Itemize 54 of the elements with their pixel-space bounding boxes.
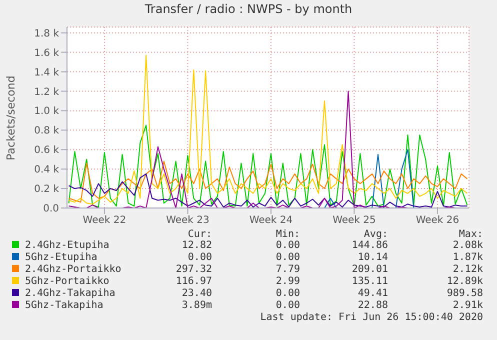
- text: Max:: [458, 229, 483, 240]
- text: 0.00: [276, 300, 300, 311]
- text: 297.32: [176, 264, 212, 275]
- y-tick-label: 1.2 k: [34, 86, 60, 98]
- text: 7.79: [276, 264, 300, 275]
- text: 209.01: [352, 264, 388, 275]
- text: 12.89k: [446, 276, 483, 287]
- line-series: [68, 160, 468, 203]
- text: 49.41: [358, 288, 388, 299]
- y-tick-label: 1.6 k: [34, 48, 60, 59]
- text: 135.11: [352, 276, 388, 287]
- legend-label: 5Ghz-Etupiha: [24, 252, 98, 263]
- text: 22.88: [358, 300, 388, 311]
- y-tick-label: 0.8 k: [34, 126, 60, 137]
- text: Min:: [276, 229, 300, 240]
- text: 0.00: [276, 252, 300, 263]
- text: 0.00: [186, 252, 212, 263]
- text: 2.08k: [452, 240, 483, 251]
- y-tick-label: 0.2 k: [34, 184, 60, 196]
- text: 144.86: [352, 240, 388, 251]
- x-tick-label: Week 23: [166, 215, 210, 226]
- text: Cur:: [186, 229, 212, 240]
- y-axis-title: Packets/second: [4, 76, 18, 160]
- text: Last update: Fri Jun 26 15:00:40 2020: [259, 312, 483, 323]
- y-tick-label: 0.4 k: [34, 164, 60, 176]
- legend-label: 5Ghz-Takapiha: [24, 300, 104, 311]
- chart-title: Transfer / radio : NWPS - by month: [144, 2, 354, 16]
- text: 23.40: [182, 288, 212, 299]
- text: Avg:: [364, 229, 388, 240]
- text: 0.00: [276, 240, 300, 251]
- line-series: [68, 54, 468, 205]
- text: 10.14: [358, 252, 388, 263]
- text: 116.97: [174, 276, 212, 287]
- text: 2.99: [276, 276, 300, 287]
- y-tick-label: 0.0: [43, 204, 59, 215]
- y-tick-label: 1.0 k: [34, 106, 60, 118]
- x-tick-label: Week 24: [249, 215, 293, 226]
- y-tick-label: 1.8 k: [34, 28, 60, 40]
- x-tick-label: Week 26: [416, 215, 460, 226]
- y-tick-label: 0.6 k: [34, 145, 60, 156]
- text: 2.12k: [452, 264, 483, 275]
- text: 12.82: [180, 240, 212, 251]
- legend-label: 5Ghz-Portaikko: [24, 276, 110, 287]
- legend-label: 2.4Ghz-Etupiha: [24, 240, 110, 251]
- text: 0.00: [276, 288, 300, 299]
- x-tick-label: Week 25: [332, 215, 376, 226]
- legend-label: 2.4Ghz-Takapiha: [24, 288, 116, 299]
- y-tick-label: 1.4 k: [34, 67, 60, 78]
- x-tick-label: Week 22: [82, 215, 126, 226]
- legend-label: 2.4Ghz-Portaikko: [24, 264, 122, 275]
- text: 3.89m: [180, 300, 212, 311]
- text: 989.58: [446, 288, 483, 299]
- text: 1.87k: [452, 252, 483, 263]
- text: 2.91k: [452, 300, 483, 311]
